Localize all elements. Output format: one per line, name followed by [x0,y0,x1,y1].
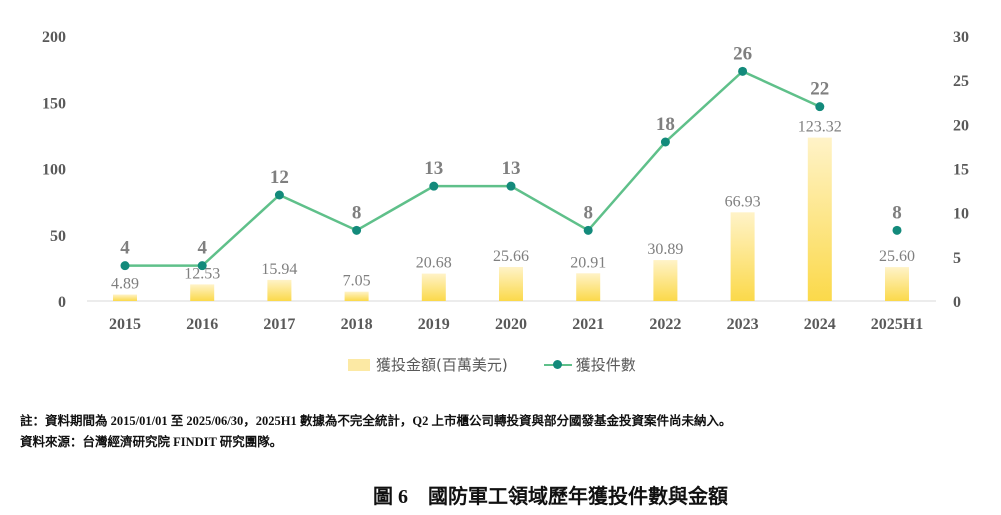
bar-data-label: 66.93 [725,193,761,210]
bar [190,284,215,301]
count-marker [274,190,284,200]
right-axis-tick: 10 [953,206,969,223]
bar-data-label: 15.94 [261,261,297,278]
legend-line-swatch [543,359,572,371]
count-data-label: 8 [352,202,362,223]
count-data-label: 26 [733,43,752,64]
combo-chart: 0 50 100 150 200 0 5 10 15 20 25 30 4.89 2015 12.53 201… [42,29,969,333]
bar [885,267,909,301]
right-axis-tick: 20 [953,117,969,134]
count-data-label: 18 [656,114,675,135]
x-axis-tick: 2021 [572,316,604,333]
footnote: 註：資料期間為 2015/01/01 至 2025/06/30，2025H1 數… [20,414,732,428]
count-marker [815,102,825,112]
count-data-label: 4 [197,238,207,259]
bar-data-label: 25.66 [493,248,529,265]
left-axis-tick: 0 [58,294,66,311]
right-axis-tick: 30 [953,29,969,46]
legend-line-label: 獲投件數 [575,356,636,374]
right-axis-tick: 0 [953,294,961,311]
bar [576,273,601,301]
x-axis-tick: 2017 [263,316,295,333]
x-axis-tick: 2015 [109,316,141,333]
x-axis-tick: 2025H1 [871,316,923,333]
source-note: 資料來源：台灣經濟研究院 FINDIT 研究團隊。 [20,435,283,449]
bar-data-label: 123.32 [798,119,842,136]
right-axis-tick: 15 [953,162,969,179]
x-axis-tick: 2020 [495,316,527,333]
legend-bar-swatch [348,358,370,371]
count-marker [120,261,130,271]
count-marker [352,225,362,235]
count-data-label: 4 [120,238,130,259]
count-line [125,69,821,267]
bar-data-label: 7.05 [343,273,371,290]
left-axis-tick: 150 [42,95,66,112]
count-data-label: 13 [424,158,443,179]
x-axis-tick: 2023 [727,316,759,333]
count-data-label: 12 [270,167,289,188]
count-data-label: 22 [810,79,829,100]
count-data-label: 8 [583,202,593,223]
right-axis-tick: 5 [953,250,961,267]
left-axis-tick: 200 [42,29,66,46]
count-marker [506,181,516,191]
bar [113,294,137,301]
bar-data-label: 4.89 [111,276,139,293]
count-marker [738,66,748,76]
x-axis-tick: 2022 [649,316,681,333]
count-marker [429,181,439,191]
bar [499,267,523,301]
right-axis-tick: 25 [953,73,969,90]
count-marker [660,137,670,147]
bar-data-label: 20.91 [570,254,606,271]
bar [730,212,755,301]
count-marker [197,261,207,271]
bar [653,260,678,301]
bar-data-label: 25.60 [879,248,915,265]
count-data-label: 13 [502,158,521,179]
bar [267,279,292,301]
x-axis-tick: 2019 [418,316,450,333]
bar-data-label: 12.53 [184,265,220,282]
left-axis-tick: 100 [42,162,66,179]
bar [807,137,832,301]
bar [421,273,446,301]
bar [344,291,369,301]
count-marker [892,225,902,235]
x-axis-tick: 2018 [341,316,373,333]
legend: 獲投金額(百萬美元) 獲投件數 [348,354,636,375]
legend-bar-label: 獲投金額(百萬美元) [376,356,508,374]
bar-data-label: 20.68 [416,255,452,272]
count-data-label: 8 [892,202,902,223]
bar-data-label: 30.89 [647,241,683,258]
x-axis-tick: 2024 [804,316,836,333]
count-marker [583,225,593,235]
left-axis-tick: 50 [50,228,66,245]
figure-caption: 圖 6 國防軍工領域歷年獲投件數與金額 [373,486,728,508]
x-axis-tick: 2016 [186,316,218,333]
